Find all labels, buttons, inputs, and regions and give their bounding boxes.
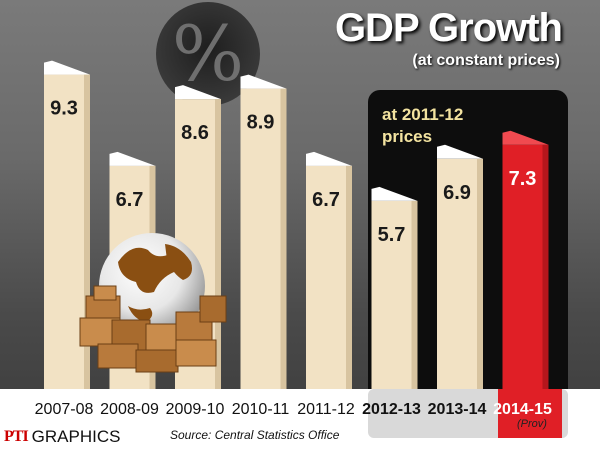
value-label-2009-10: 8.6 [181,122,209,144]
bar-cap [240,74,287,89]
value-label-2007-08: 9.3 [50,98,78,120]
category-label-2009-10: 2009-10 [166,401,225,418]
bar-shade [215,99,221,389]
bar-shade [346,165,352,389]
bar-body [437,158,483,389]
bar-body [240,88,287,390]
highlight-category-band [498,389,562,438]
category-label-2008-09: 2008-09 [100,401,159,418]
globe-with-boxes-icon [79,233,227,373]
bar-body [371,200,418,389]
provisional-note: (Prov) [517,418,547,430]
base-year-annotation: at 2011-12 prices [382,104,472,148]
chart-subtitle: (at constant prices) [412,52,560,69]
bar-shade [411,200,418,389]
base-year-annotation-line1: at 2011-12 [382,105,464,124]
source-note: Source: Central Statistics Office [170,428,340,442]
category-label-2010-11: 2010-11 [232,401,290,418]
chart-title: GDP Growth [334,6,563,50]
category-label-2007-08: 2007-08 [35,401,94,418]
bar-cap [502,130,549,145]
bar-shade [84,74,90,389]
value-label-2010-11: 8.9 [247,112,275,134]
value-label-2011-12: 6.7 [312,189,340,211]
bar-cap [109,151,156,166]
bar-cap [306,151,352,166]
bar-shade [280,88,287,390]
bar-2013-14 [437,144,483,389]
category-label-2014-15: 2014-15 [493,401,552,418]
credit: PTI GRAPHICS [0,424,120,450]
bar-cap [44,60,90,75]
bar-2010-11 [240,74,287,390]
bar-shade [542,144,549,389]
category-label-2011-12: 2011-12 [297,401,355,418]
bar-body [502,144,549,389]
svg-text:%: % [172,9,244,98]
value-label-2008-09: 6.7 [116,189,144,211]
bar-cap [371,186,418,201]
bar-2011-12 [306,151,352,389]
bar-cap [175,85,221,100]
bar-cap [437,144,483,159]
credit-brand: PTI [0,428,30,446]
category-label-2012-13: 2012-13 [362,401,421,418]
base-year-annotation-line2: prices [382,127,433,146]
value-label-2014-15: 7.3 [509,168,537,190]
bar-2014-15 [502,130,549,389]
value-label-2012-13: 5.7 [378,224,406,246]
bar-shade [477,158,483,389]
value-label-2013-14: 6.9 [443,182,471,204]
bar-body [306,165,352,389]
bar-2012-13 [371,186,418,389]
category-label-2013-14: 2013-14 [428,401,487,418]
credit-text: GRAPHICS [31,427,121,446]
percent-icon: % [156,2,260,106]
